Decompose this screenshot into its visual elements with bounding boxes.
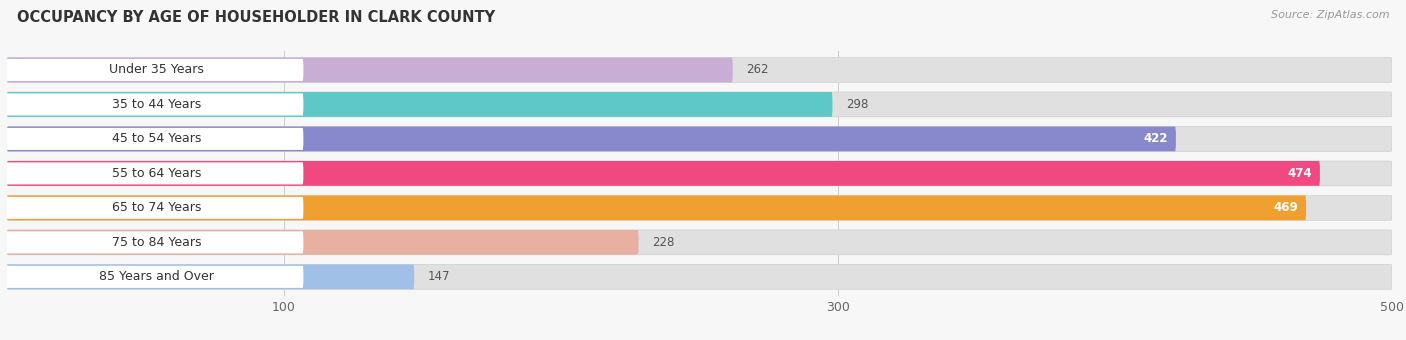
Text: 422: 422: [1143, 132, 1167, 146]
Text: 75 to 84 Years: 75 to 84 Years: [112, 236, 201, 249]
Text: 469: 469: [1272, 201, 1298, 215]
Text: 147: 147: [427, 270, 450, 283]
Text: 474: 474: [1286, 167, 1312, 180]
FancyBboxPatch shape: [7, 92, 1392, 117]
FancyBboxPatch shape: [7, 195, 1392, 220]
Text: Source: ZipAtlas.com: Source: ZipAtlas.com: [1271, 10, 1389, 20]
FancyBboxPatch shape: [7, 126, 1175, 151]
Text: 45 to 54 Years: 45 to 54 Years: [112, 132, 201, 146]
FancyBboxPatch shape: [4, 59, 304, 81]
Text: 262: 262: [747, 64, 769, 76]
FancyBboxPatch shape: [7, 57, 733, 82]
Text: Under 35 Years: Under 35 Years: [110, 64, 204, 76]
Text: 85 Years and Over: 85 Years and Over: [100, 270, 214, 283]
FancyBboxPatch shape: [4, 266, 304, 288]
FancyBboxPatch shape: [7, 161, 1392, 186]
FancyBboxPatch shape: [4, 94, 304, 116]
FancyBboxPatch shape: [7, 265, 1392, 289]
FancyBboxPatch shape: [7, 195, 1306, 220]
Text: 35 to 44 Years: 35 to 44 Years: [112, 98, 201, 111]
FancyBboxPatch shape: [7, 161, 1320, 186]
FancyBboxPatch shape: [4, 163, 304, 184]
FancyBboxPatch shape: [7, 230, 638, 255]
Text: 55 to 64 Years: 55 to 64 Years: [112, 167, 201, 180]
FancyBboxPatch shape: [7, 265, 415, 289]
Text: 228: 228: [652, 236, 675, 249]
Text: 65 to 74 Years: 65 to 74 Years: [112, 201, 201, 215]
FancyBboxPatch shape: [7, 126, 1392, 151]
FancyBboxPatch shape: [4, 197, 304, 219]
Text: OCCUPANCY BY AGE OF HOUSEHOLDER IN CLARK COUNTY: OCCUPANCY BY AGE OF HOUSEHOLDER IN CLARK…: [17, 10, 495, 25]
Text: 298: 298: [846, 98, 869, 111]
FancyBboxPatch shape: [7, 57, 1392, 82]
FancyBboxPatch shape: [7, 92, 832, 117]
FancyBboxPatch shape: [7, 230, 1392, 255]
FancyBboxPatch shape: [4, 128, 304, 150]
FancyBboxPatch shape: [4, 231, 304, 253]
